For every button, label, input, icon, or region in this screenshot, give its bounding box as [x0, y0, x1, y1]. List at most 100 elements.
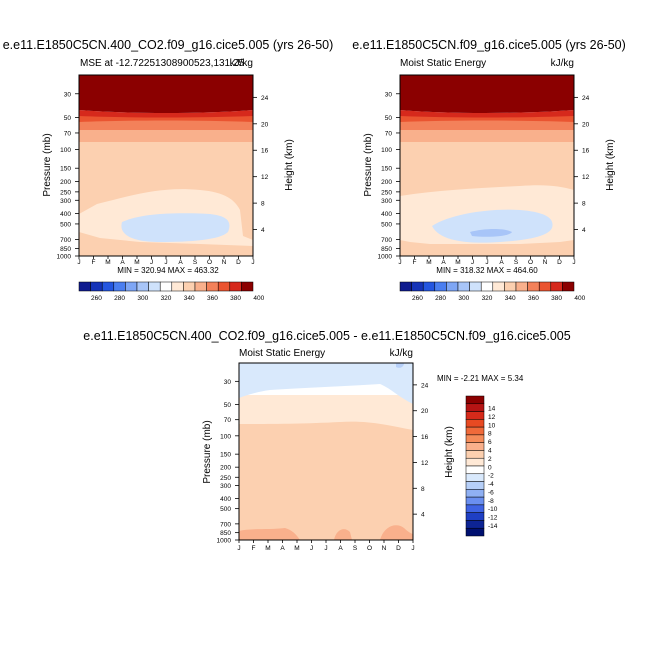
panel-2-ylabel-right: Height (km) [605, 139, 616, 191]
height-tick-label: 8 [421, 486, 425, 493]
colorbar-box [183, 281, 196, 292]
pressure-tick-label: 100 [220, 433, 231, 440]
colorbar-label: 280 [114, 295, 125, 302]
month-tick-label: F [413, 259, 417, 266]
pressure-tick-label: 850 [381, 246, 392, 253]
panel-3-subtitle-right: kJ/kg [390, 348, 413, 359]
colorbar-box [229, 281, 242, 292]
colorbar-label: 2 [488, 456, 492, 463]
month-tick-label: A [178, 259, 183, 266]
pressure-tick-label: 300 [381, 198, 392, 205]
panel-2-colorbar-boxes [399, 281, 575, 292]
colorbar-label: 360 [528, 295, 539, 302]
panel-3-band-blue [239, 363, 413, 404]
height-tick-label: 4 [582, 227, 586, 234]
month-tick-label: M [265, 545, 270, 552]
panel-2-blue-region [432, 209, 553, 243]
panel-1-plot [78, 74, 254, 257]
pressure-tick-label: 850 [220, 530, 231, 537]
month-tick-label: J [164, 259, 167, 266]
colorbar-box [465, 465, 485, 475]
month-tick-label: J [485, 259, 488, 266]
colorbar-label: 340 [505, 295, 516, 302]
month-tick-label: A [280, 545, 285, 552]
colorbar-box [465, 450, 485, 459]
month-tick-label: J [150, 259, 153, 266]
month-tick-label: N [222, 259, 227, 266]
panel-1-height-ticks: 24 20 16 12 8 4 [253, 95, 269, 234]
colorbar-box [465, 457, 485, 467]
pressure-tick-label: 700 [220, 521, 231, 528]
colorbar-label: 400 [574, 295, 585, 302]
colorbar-box [562, 281, 575, 292]
colorbar-label: -10 [488, 506, 498, 513]
colorbar-label: 280 [435, 295, 446, 302]
colorbar-box [465, 489, 485, 498]
colorbar-box [148, 281, 161, 292]
panel-1-title: e.e11.E1850C5CN.400_CO2.f09_g16.cice5.00… [3, 38, 334, 52]
height-tick-label: 12 [582, 174, 590, 181]
panel-3-colorbar-boxes [465, 395, 485, 537]
colorbar-box [492, 281, 505, 292]
colorbar-box [457, 281, 470, 292]
pressure-tick-label: 30 [224, 379, 232, 386]
panel-1-blue-region [121, 213, 230, 242]
month-tick-label: S [193, 259, 198, 266]
panel-3-plot [238, 362, 414, 541]
colorbar-box [465, 512, 485, 521]
panel-3-ylabel-right: Height (km) [444, 426, 455, 478]
pressure-tick-label: 100 [60, 147, 71, 154]
pressure-tick-label: 500 [220, 506, 231, 513]
month-tick-label: F [252, 545, 256, 552]
colorbar-box [465, 527, 485, 537]
panel-3-bottom-patches [239, 525, 413, 540]
height-tick-label: 20 [582, 121, 590, 128]
colorbar-box [171, 281, 184, 292]
colorbar-box [504, 281, 517, 292]
colorbar-label: 6 [488, 439, 492, 446]
pressure-tick-label: 400 [60, 211, 71, 218]
panel-3-height-ticks: 24 20 16 12 8 4 [413, 382, 429, 519]
month-tick-label: J [251, 259, 254, 266]
colorbar-box [465, 411, 485, 420]
month-tick-label: M [455, 259, 460, 266]
colorbar-label: 14 [488, 406, 496, 413]
colorbar-box [465, 473, 485, 482]
panel-3-fill-lower [239, 420, 413, 540]
month-tick-label: D [557, 259, 562, 266]
pressure-tick-label: 250 [381, 189, 392, 196]
month-tick-label: D [236, 259, 241, 266]
panel-1-minmax: MIN = 320.94 MAX = 463.32 [117, 266, 219, 275]
colorbar-box [125, 281, 138, 292]
pressure-tick-label: 1000 [378, 254, 393, 261]
colorbar-box [217, 281, 231, 292]
colorbar-box [465, 496, 485, 506]
panel-3-blue-spot [396, 363, 404, 368]
pressure-tick-label: 150 [381, 166, 392, 173]
colorbar-label: -8 [488, 498, 494, 505]
month-tick-label: N [543, 259, 548, 266]
colorbar-label: 360 [207, 295, 218, 302]
month-tick-label: M [134, 259, 139, 266]
colorbar-box [194, 281, 207, 292]
month-tick-label: M [426, 259, 431, 266]
month-tick-label: A [338, 545, 343, 552]
colorbar-box [465, 481, 485, 490]
height-tick-label: 8 [261, 201, 265, 208]
colorbar-box [550, 281, 563, 292]
pressure-tick-label: 70 [224, 417, 232, 424]
height-tick-label: 12 [421, 460, 429, 467]
colorbar-label: 260 [91, 295, 102, 302]
pressure-tick-label: 100 [381, 147, 392, 154]
panel-3-minmax: MIN = -2.21 MAX = 5.34 [437, 374, 524, 383]
colorbar-label: 300 [137, 295, 148, 302]
pressure-tick-label: 300 [60, 198, 71, 205]
pressure-tick-label: 150 [220, 452, 231, 459]
colorbar-box [538, 281, 552, 292]
month-tick-label: S [353, 545, 358, 552]
colorbar-label: 12 [488, 414, 496, 421]
pressure-tick-label: 500 [60, 221, 71, 228]
month-tick-label: A [499, 259, 504, 266]
